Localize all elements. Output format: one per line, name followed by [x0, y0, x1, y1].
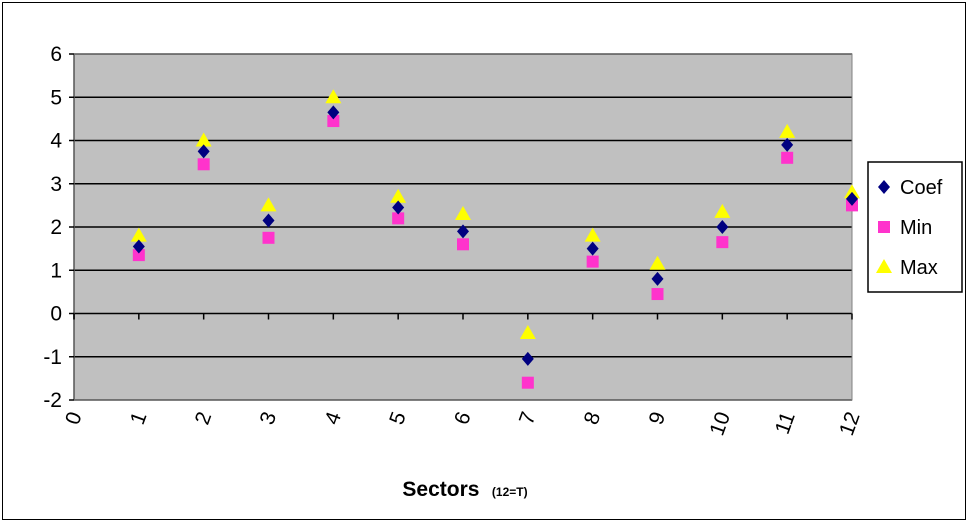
x-tick-label: 5 — [385, 409, 411, 428]
point-coef — [586, 241, 599, 256]
point-max — [130, 227, 147, 242]
x-tick-label: 12 — [835, 409, 865, 439]
x-tick-label: 3 — [256, 409, 282, 428]
y-tick-label: 2 — [50, 216, 62, 239]
point-max — [325, 89, 342, 104]
x-tick-label: 11 — [771, 409, 800, 437]
point-coef — [846, 191, 858, 206]
y-tick-label: 1 — [50, 259, 62, 282]
point-min — [132, 249, 145, 262]
legend-label-max: Max — [900, 257, 938, 279]
legend-marker-min — [878, 221, 890, 233]
y-tick-label: -2 — [43, 389, 62, 412]
y-tick-labels: 6 5 4 3 2 1 0 -1 -2 — [43, 43, 62, 412]
point-max — [390, 188, 407, 203]
y-tick-label: 4 — [50, 130, 62, 153]
point-max — [649, 255, 666, 270]
legend-label-coef: Coef — [900, 177, 943, 199]
point-max — [195, 132, 212, 147]
point-max — [584, 227, 601, 242]
x-tick-label: 7 — [515, 409, 541, 428]
x-axis-title: Sectors (12=T) — [402, 478, 527, 501]
point-min — [457, 238, 469, 251]
point-coef — [457, 224, 469, 239]
x-axis-label-note: (12=T) — [492, 485, 528, 499]
point-min — [781, 151, 794, 164]
point-max — [519, 324, 536, 339]
point-max — [779, 123, 796, 138]
x-tick-label: 10 — [705, 409, 735, 439]
point-max — [844, 184, 860, 199]
point-min — [392, 212, 405, 225]
legend: Coef Min Max — [867, 161, 963, 293]
x-tick-labels: 0 1 2 3 4 5 6 7 8 9 10 11 12 — [61, 409, 865, 439]
x-tick-label: 6 — [450, 409, 476, 428]
y-tick-label: 6 — [50, 43, 62, 66]
point-coef — [327, 105, 340, 120]
point-min — [197, 158, 210, 171]
x-tick-label: 9 — [645, 409, 671, 428]
point-coef — [262, 213, 275, 228]
y-tick-label: 5 — [50, 86, 62, 109]
point-max — [714, 203, 731, 218]
point-max — [260, 197, 277, 212]
point-min — [521, 376, 534, 389]
x-tick-label: 4 — [320, 409, 346, 428]
point-min — [327, 115, 340, 128]
y-tick-label: -1 — [43, 346, 62, 369]
x-tick-label: 1 — [126, 409, 152, 428]
y-tick-label: 3 — [50, 173, 62, 196]
point-coef — [392, 200, 405, 215]
axes — [69, 53, 853, 401]
point-coef — [716, 220, 729, 234]
legend-marker-coef — [878, 180, 890, 194]
x-tick-label: 2 — [191, 409, 217, 428]
x-axis-label: Sectors — [402, 478, 479, 501]
point-coef — [651, 271, 664, 286]
point-min — [262, 231, 275, 244]
point-coef — [132, 239, 145, 254]
point-coef — [521, 351, 534, 366]
data-points — [130, 89, 860, 389]
point-coef — [781, 137, 794, 152]
legend-label-min: Min — [900, 217, 932, 239]
x-tick-label: 0 — [61, 409, 87, 428]
point-coef — [197, 144, 210, 159]
legend-marker-max — [876, 259, 892, 273]
point-min — [716, 236, 729, 249]
point-min — [651, 288, 664, 301]
x-tick-label: 8 — [580, 409, 606, 428]
y-tick-label: 0 — [50, 303, 62, 326]
point-min — [586, 255, 599, 268]
point-max — [455, 206, 471, 221]
